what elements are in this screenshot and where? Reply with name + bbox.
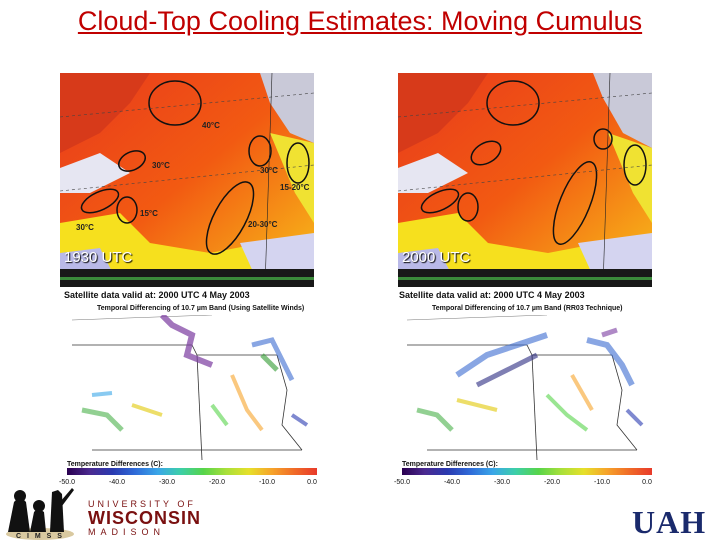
legend-tick: -10.0 bbox=[259, 479, 275, 486]
legend-tick: -10.0 bbox=[594, 479, 610, 486]
annotation-label: 30°C bbox=[76, 223, 94, 232]
svg-text:C I M S S: C I M S S bbox=[16, 533, 64, 540]
legend-tick: -20.0 bbox=[209, 479, 225, 486]
legend-ticks: -50.0 -40.0 -30.0 -20.0 -10.0 0.0 bbox=[59, 479, 317, 488]
annotation-label: 30°C bbox=[260, 166, 278, 175]
legend-tick: 0.0 bbox=[307, 479, 317, 486]
technique-subheader: Temporal Differencing of 10.7 µm Band (R… bbox=[432, 305, 623, 312]
time-label-2000: 2000 UTC bbox=[402, 249, 471, 266]
uw-logo-name: WISCONSIN bbox=[88, 508, 202, 528]
cimss-logo: C I M S S bbox=[0, 482, 80, 540]
legend-tick: -20.0 bbox=[544, 479, 560, 486]
annotation-label: 20-30°C bbox=[248, 220, 278, 229]
valid-time-header: Satellite data valid at: 2000 UTC 4 May … bbox=[64, 290, 250, 300]
annotation-label: 15-20°C bbox=[280, 183, 310, 192]
legend-tick: -50.0 bbox=[394, 479, 410, 486]
uah-logo: UAH bbox=[632, 504, 707, 540]
satellite-image-2000: 2000 UTC bbox=[398, 73, 652, 287]
difference-map bbox=[62, 315, 322, 460]
technique-subheader: Temporal Differencing of 10.7 µm Band (U… bbox=[97, 305, 305, 312]
legend-tick: -50.0 bbox=[59, 479, 75, 486]
uw-madison-logo: UNIVERSITY OF WISCONSIN MADISON bbox=[88, 499, 202, 539]
difference-map-satellite-winds: Satellite data valid at: 2000 UTC 4 May … bbox=[59, 290, 327, 490]
legend-ticks: -50.0 -40.0 -30.0 -20.0 -10.0 0.0 bbox=[394, 479, 652, 488]
slide-title: Cloud-Top Cooling Estimates: Moving Cumu… bbox=[77, 6, 643, 36]
valid-time-header: Satellite data valid at: 2000 UTC 4 May … bbox=[399, 290, 585, 300]
annotation-label: 30°C bbox=[152, 161, 170, 170]
satellite-imagery bbox=[398, 73, 652, 287]
color-legend bbox=[67, 468, 317, 475]
satellite-imagery bbox=[60, 73, 314, 287]
legend-tick: -40.0 bbox=[109, 479, 125, 486]
uw-logo-bottom: MADISON bbox=[88, 527, 166, 537]
difference-map-rr03: Satellite data valid at: 2000 UTC 4 May … bbox=[394, 290, 662, 490]
satellite-image-1930: 40°C 30°C 30°C 15-20°C 15°C 30°C 20-30°C… bbox=[60, 73, 314, 287]
legend-tick: -40.0 bbox=[444, 479, 460, 486]
legend-tick: 0.0 bbox=[642, 479, 652, 486]
annotation-label: 15°C bbox=[140, 209, 158, 218]
annotation-label: 40°C bbox=[202, 121, 220, 130]
legend-title: Temperature Differences (C): bbox=[402, 461, 498, 468]
legend-title: Temperature Differences (C): bbox=[67, 461, 163, 468]
legend-tick: -30.0 bbox=[494, 479, 510, 486]
color-legend bbox=[402, 468, 652, 475]
difference-map bbox=[397, 315, 657, 460]
time-label-1930: 1930 UTC bbox=[64, 249, 133, 266]
legend-tick: -30.0 bbox=[159, 479, 175, 486]
uw-logo-top: UNIVERSITY OF bbox=[88, 499, 196, 509]
